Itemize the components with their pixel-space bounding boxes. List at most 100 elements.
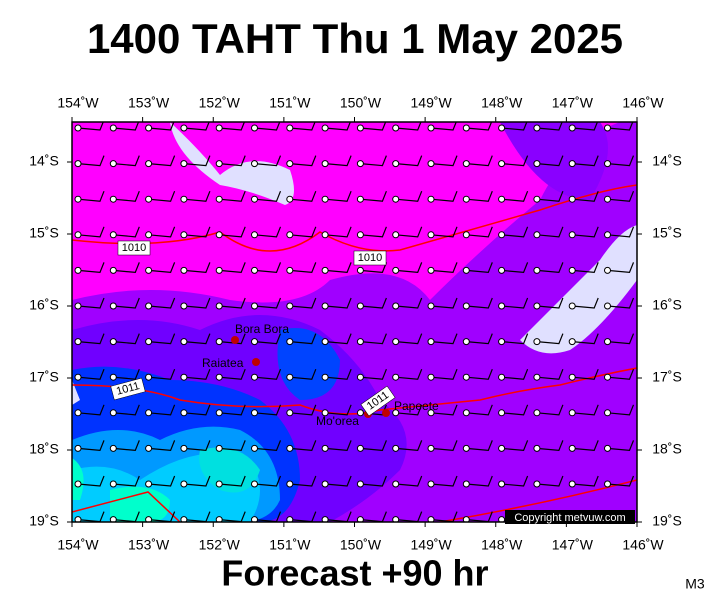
barb-station [427, 124, 435, 132]
barb [183, 440, 211, 452]
barb-station [180, 373, 188, 381]
barb-station [498, 124, 506, 132]
barb-station [286, 231, 294, 239]
barb-station [180, 516, 188, 522]
barb-station [251, 302, 258, 310]
lat-label: 15˚S [652, 225, 682, 241]
barb-station [321, 516, 329, 522]
barb-station [321, 302, 329, 310]
barb-station [180, 266, 188, 274]
barb-station [568, 266, 576, 274]
barb [325, 262, 352, 274]
barb [325, 368, 352, 380]
lat-label: 16˚S [652, 297, 682, 313]
wind-barbs [74, 120, 669, 522]
isobar-label: 1011 [115, 380, 141, 398]
barb [113, 297, 140, 309]
barb [572, 297, 599, 309]
barb [536, 190, 564, 202]
barb-station [215, 373, 223, 381]
barb [466, 155, 493, 167]
barb-station [251, 231, 258, 239]
barb [148, 262, 176, 274]
barb [77, 475, 105, 487]
barb-station [286, 338, 294, 346]
barb-station [180, 195, 188, 203]
barb-station [109, 302, 117, 310]
barb [430, 155, 458, 167]
barb [430, 333, 458, 345]
barb [643, 120, 669, 130]
barb-station [286, 124, 294, 132]
barb [148, 440, 176, 452]
isobar-label: 1010 [122, 242, 146, 254]
barb [325, 122, 351, 131]
barb [325, 297, 352, 309]
barb-station [604, 195, 611, 203]
barb [77, 404, 105, 416]
barb [395, 226, 423, 238]
barb [395, 333, 423, 345]
barb-station [251, 516, 258, 522]
barb-station [533, 195, 541, 203]
barb [501, 262, 529, 274]
barb [77, 262, 105, 274]
barb [572, 190, 599, 202]
barb-station [251, 124, 258, 132]
barb-station [568, 302, 576, 310]
barb [289, 226, 317, 238]
barb [183, 262, 211, 274]
barb [148, 475, 176, 487]
lat-label: 18˚S [29, 441, 59, 457]
barb [395, 190, 423, 202]
barb-station [498, 516, 506, 522]
barb-station [74, 409, 82, 417]
barb-station [109, 516, 117, 522]
barb-station [462, 160, 470, 168]
lat-label: 16˚S [29, 297, 59, 313]
barb [360, 297, 387, 309]
copyright: Copyright metvuw.com [514, 512, 625, 524]
barb [572, 155, 599, 167]
barb-station [109, 480, 117, 488]
barb-station [321, 373, 329, 381]
barb-station [462, 338, 470, 346]
lon-label: 149˚W [411, 95, 453, 111]
barb [254, 475, 282, 487]
barb-station [145, 124, 153, 132]
barb-station [356, 480, 364, 488]
barb [77, 440, 105, 452]
barb-station [215, 160, 223, 168]
barb-station [356, 516, 364, 522]
barb [466, 475, 493, 487]
barb-station [74, 231, 82, 239]
barb-station [286, 480, 294, 488]
barb [289, 368, 317, 380]
barb [113, 333, 140, 345]
barb [219, 262, 246, 274]
barb [219, 475, 246, 487]
barb-station [568, 444, 576, 452]
barb-station [604, 373, 611, 381]
barb-station [356, 195, 364, 203]
barb-station [604, 409, 611, 417]
barb-station [74, 516, 82, 522]
title: 1400 TAHT Thu 1 May 2025 [87, 15, 623, 62]
barb-station [180, 231, 188, 239]
barb [148, 297, 176, 309]
barb-station [604, 338, 611, 346]
barb [501, 226, 529, 238]
barb-station [498, 444, 506, 452]
barb [254, 226, 282, 238]
barb [219, 404, 246, 416]
barb [254, 440, 282, 452]
barb [113, 368, 140, 380]
barb-station [498, 409, 506, 417]
barb-station [321, 266, 329, 274]
barb-station [215, 409, 223, 417]
barb-station [321, 195, 329, 203]
barb [501, 122, 528, 131]
barb-station [392, 302, 400, 310]
barb-station [462, 444, 470, 452]
barb-station [533, 409, 541, 417]
